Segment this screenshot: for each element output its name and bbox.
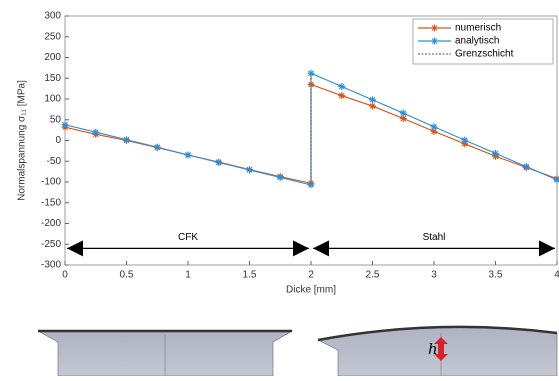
x-tick-label: 3.5 xyxy=(489,270,503,281)
x-axis-label: Dicke [mm] xyxy=(286,285,336,296)
data-marker xyxy=(400,110,407,117)
y-tick-label: 250 xyxy=(44,31,61,42)
y-tick-label: 50 xyxy=(50,114,62,125)
x-tick-label: 0.5 xyxy=(120,270,134,281)
y-tick-label: 100 xyxy=(44,94,61,105)
y-tick-label: -200 xyxy=(41,218,61,229)
y-tick-label: -150 xyxy=(41,197,61,208)
illustration-label: h xyxy=(428,340,438,358)
legend-label: numerisch xyxy=(455,23,501,34)
data-marker xyxy=(185,152,192,159)
data-marker xyxy=(215,159,222,166)
x-tick-label: 1.5 xyxy=(243,270,257,281)
y-tick-label: -100 xyxy=(41,177,61,188)
legend-label: Grenzschicht xyxy=(455,49,514,60)
y-axis-label: Normalspannung σ₁₁ [MPa] xyxy=(17,80,28,201)
data-marker xyxy=(62,121,69,128)
data-marker xyxy=(461,137,468,144)
y-tick-label: 150 xyxy=(44,73,61,84)
y-tick-label: -50 xyxy=(47,156,62,167)
annotation-label: Stahl xyxy=(423,232,446,243)
x-tick-label: 1 xyxy=(185,270,191,281)
data-marker xyxy=(369,96,376,103)
figure: h -300 -250 -200 -150 -100 -50 0 50 100 150 200 250… xyxy=(0,0,559,376)
illustration: h xyxy=(38,327,557,376)
data-marker xyxy=(338,92,345,99)
legend: numerisch analytisch Grenzschicht xyxy=(413,19,553,64)
data-marker xyxy=(492,150,499,157)
y-tick-label: 200 xyxy=(44,52,61,63)
y-tick-label: 0 xyxy=(55,135,61,146)
y-tick-label: 300 xyxy=(44,11,61,22)
x-tick-label: 4 xyxy=(554,270,559,281)
data-marker xyxy=(92,129,99,136)
data-marker xyxy=(523,163,530,170)
x-tick-label: 2 xyxy=(308,270,314,281)
data-marker xyxy=(123,136,130,143)
data-marker xyxy=(154,144,161,151)
y-tick-label: -300 xyxy=(41,260,61,271)
y-tick-label: -250 xyxy=(41,239,61,250)
legend-label: analytisch xyxy=(455,36,499,47)
x-tick-label: 0 xyxy=(62,270,68,281)
data-marker xyxy=(338,83,345,90)
x-tick-label: 3 xyxy=(431,270,437,281)
x-tick-label: 2.5 xyxy=(366,270,380,281)
data-marker xyxy=(369,103,376,110)
annotation-label: CFK xyxy=(178,232,198,243)
legend-marker xyxy=(431,38,438,45)
data-marker xyxy=(277,174,284,181)
legend-marker xyxy=(431,25,438,32)
data-marker xyxy=(246,166,253,173)
